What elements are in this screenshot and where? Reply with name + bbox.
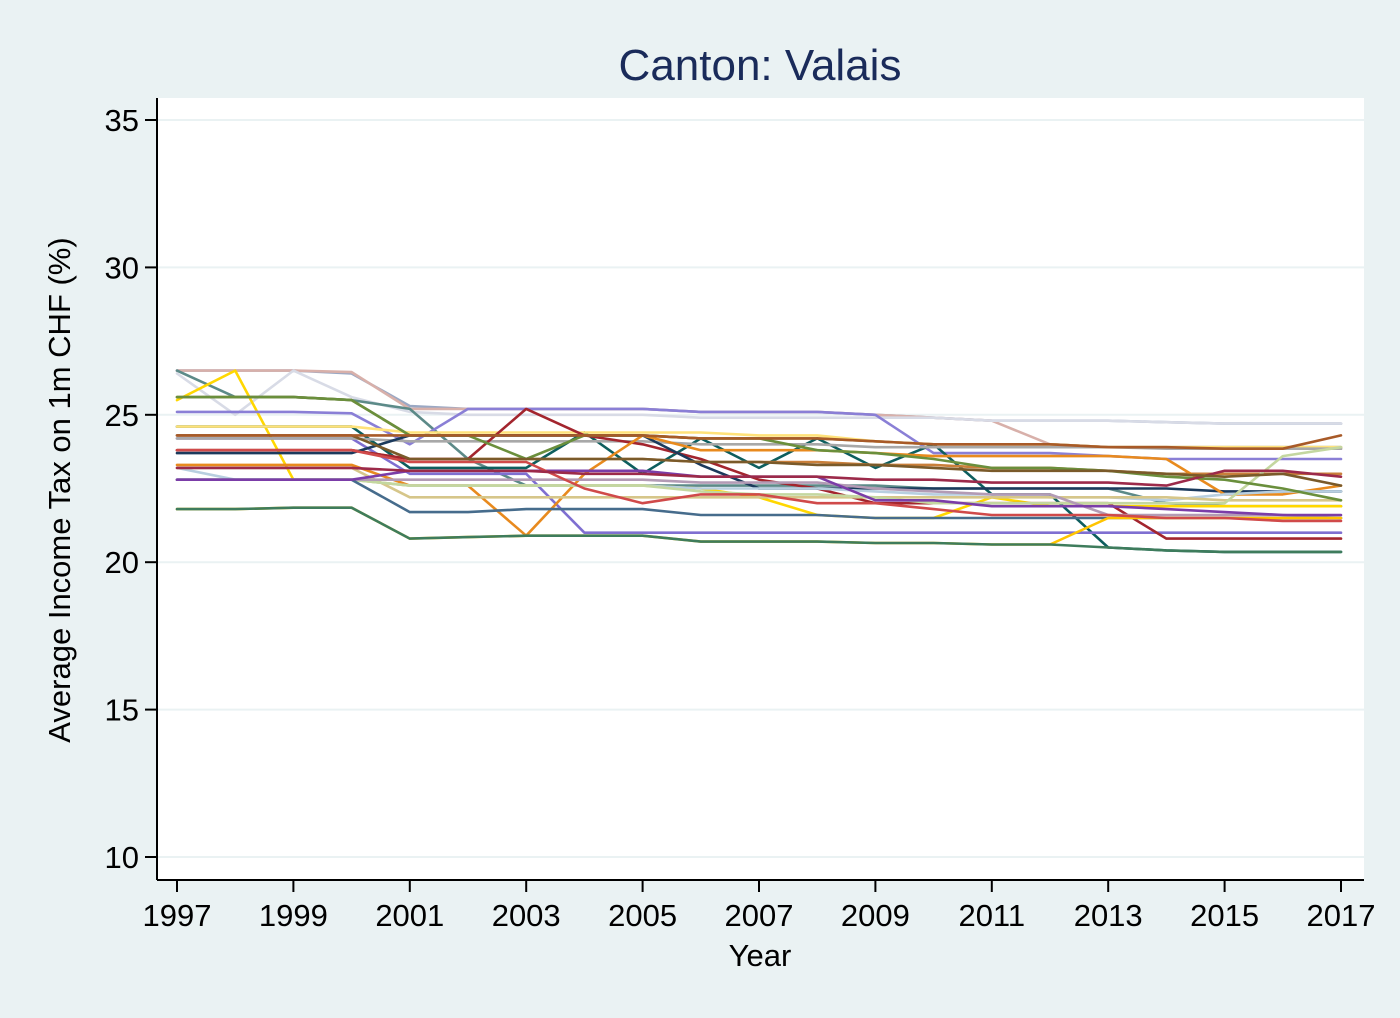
x-tick-label: 2009 <box>841 898 910 933</box>
y-tick-label: 10 <box>105 840 139 875</box>
y-axis-ticks: 10 15 20 25 30 35 <box>105 103 157 875</box>
x-axis-title: Year <box>729 938 792 973</box>
y-tick-label: 15 <box>105 693 139 728</box>
series-lines <box>175 369 1343 554</box>
x-tick-label: 2011 <box>958 898 1025 933</box>
x-tick-label: 2001 <box>375 898 444 933</box>
x-tick-label: 2003 <box>492 898 561 933</box>
x-tick-label: 2015 <box>1190 898 1259 933</box>
x-tick-label: 2005 <box>608 898 677 933</box>
y-axis-title: Average Income Tax on 1m CHF (%) <box>42 237 77 742</box>
series-line-26 <box>175 466 1343 487</box>
x-tick-label: 1999 <box>259 898 328 933</box>
series-line-28 <box>175 434 1343 450</box>
series-line-27 <box>175 434 1343 487</box>
series-line-15 <box>175 434 1343 537</box>
y-tick-label: 20 <box>105 545 139 580</box>
series-line-19 <box>175 478 1343 520</box>
x-tick-label: 2017 <box>1307 898 1376 933</box>
series-line-22 <box>175 506 1343 554</box>
y-tick-label: 25 <box>105 398 139 433</box>
chart-title: Canton: Valais <box>619 41 902 90</box>
x-tick-label: 2013 <box>1074 898 1143 933</box>
y-tick-label: 35 <box>105 103 139 138</box>
y-tick-label: 30 <box>105 250 139 285</box>
x-tick-label: 2007 <box>725 898 794 933</box>
series-line-10 <box>175 437 1343 534</box>
x-axis-ticks: 1997 1999 2001 2003 2005 2007 2009 2011 2013 2015… <box>143 880 1376 933</box>
gridlines <box>157 119 1364 858</box>
series-line-24 <box>175 448 1343 523</box>
x-tick-label: 1997 <box>143 898 212 933</box>
